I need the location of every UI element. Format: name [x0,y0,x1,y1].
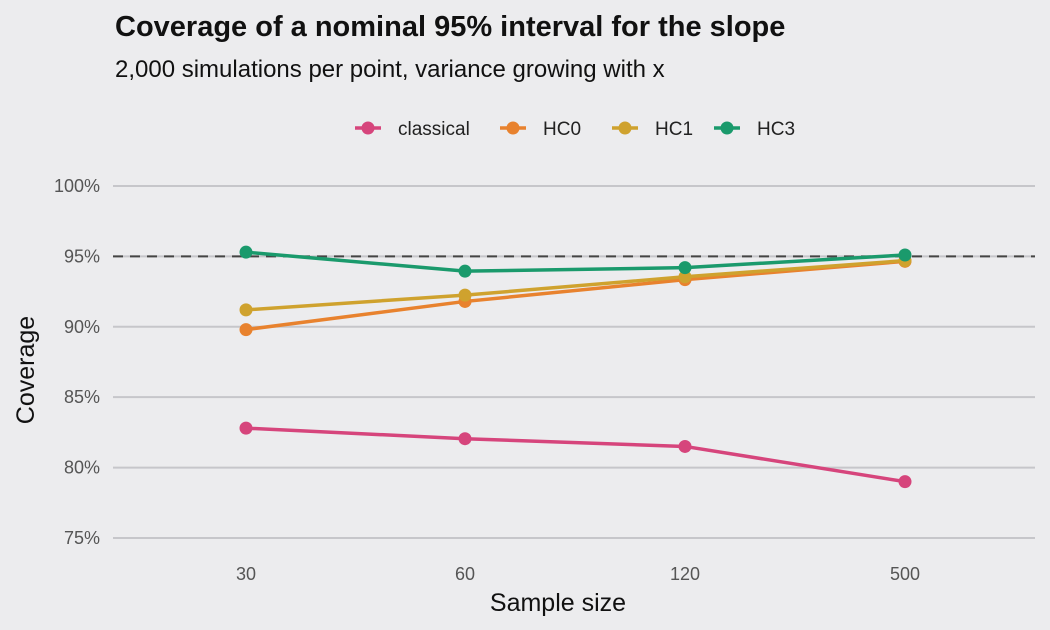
x-tick-label: 60 [455,564,475,584]
y-tick-label: 75% [64,528,100,548]
data-point-hc3 [898,248,912,262]
legend-item-hc1: HC1 [612,119,693,140]
legend-label: HC3 [757,119,795,140]
legend-item-hc3: HC3 [714,119,795,140]
legend-item-hc0: HC0 [500,119,581,140]
series-line-hc3 [244,250,907,273]
y-tick-label: 80% [64,458,100,478]
y-tick-label: 85% [64,387,100,407]
legend-item-classical: classical [355,119,470,140]
y-tick-labels: 75% 80% 85% 90% 95% 100% [54,176,100,548]
x-tick-labels: 30 60 120 500 [236,564,920,584]
x-tick-label: 500 [890,564,920,584]
y-tick-label: 90% [64,317,100,337]
legend-key-point [618,121,632,135]
y-tick-label: 100% [54,176,100,196]
data-point-hc1 [458,288,472,302]
legend-key-point [361,121,375,135]
series-line-hc0 [244,259,907,332]
legend-key-point [506,121,520,135]
data-point-hc1 [239,303,253,317]
x-tick-label: 120 [670,564,700,584]
data-point-classical [678,439,692,453]
chart-subtitle: 2,000 simulations per point, variance gr… [115,56,665,83]
data-point-hc0 [239,323,253,337]
data-point-classical [898,475,912,489]
legend-label: HC0 [543,119,581,140]
y-tick-label: 95% [64,246,100,266]
data-point-hc3 [239,245,253,259]
x-axis-title: Sample size [490,589,626,617]
data-point-classical [239,421,253,435]
x-tick-label: 30 [236,564,256,584]
legend-label: HC1 [655,119,693,140]
legend-key-point [720,121,734,135]
series-line-hc1 [244,258,907,312]
series-line-classical [244,426,907,484]
data-point-hc3 [458,264,472,278]
legend-label: classical [398,119,470,140]
chart-title: Coverage of a nominal 95% interval for t… [115,11,785,43]
data-point-classical [458,432,472,446]
series-group [239,245,912,489]
y-axis-title: Coverage [12,316,40,424]
data-point-hc1 [678,270,692,284]
legend: classical HC0 HC1 HC3 [355,119,795,140]
data-point-hc3 [678,261,692,275]
